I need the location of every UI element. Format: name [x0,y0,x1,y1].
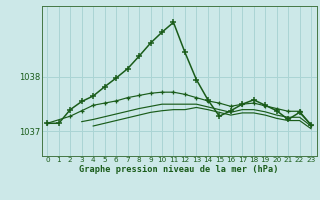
X-axis label: Graphe pression niveau de la mer (hPa): Graphe pression niveau de la mer (hPa) [79,165,279,174]
